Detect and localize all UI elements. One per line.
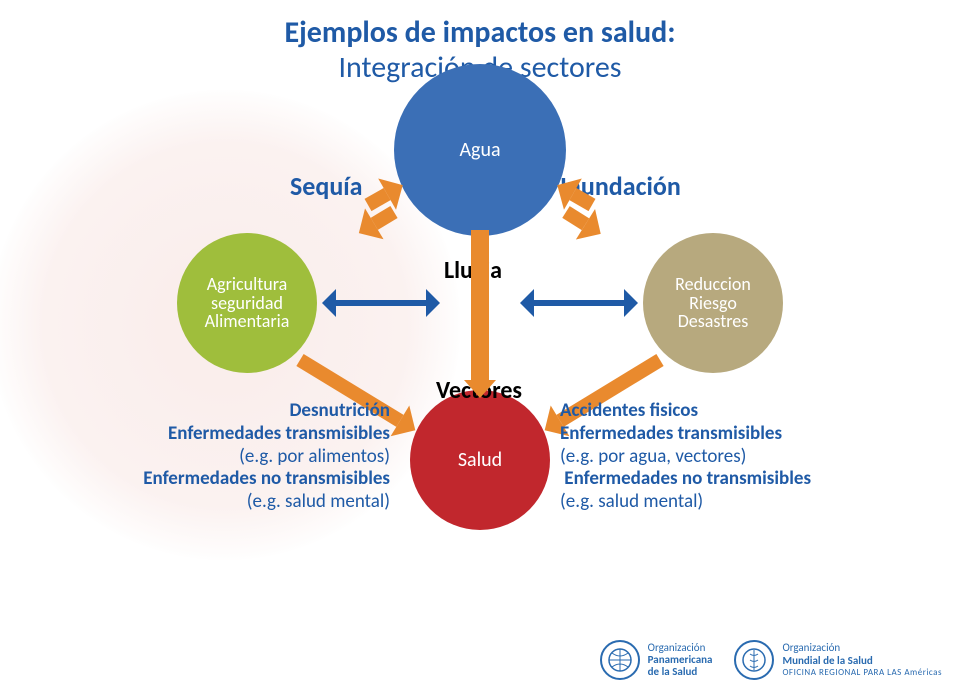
paho-line2a: Panamericana	[648, 653, 713, 666]
diagram-stage: Agua AgriculturaseguridadAlimentaria Reduc…	[0, 0, 960, 692]
list-right-item: Enfermedades no transmisibles	[560, 468, 815, 491]
who-badge-icon	[734, 640, 774, 680]
paho-line2b: de la Salud	[648, 665, 698, 678]
list-left-item: (e.g. salud mental)	[143, 491, 390, 514]
who-logo: Organización Mundial de la Salud OFICINA…	[734, 640, 942, 680]
who-text: Organización Mundial de la Salud OFICINA…	[782, 642, 942, 677]
list-left: DesnutriciónEnfermedades transmisibles(e…	[143, 400, 390, 514]
list-left-item: Desnutrición	[143, 400, 390, 423]
circle-agricultura: AgriculturaseguridadAlimentaria	[177, 233, 317, 373]
footer-logos: Organización Panamericana de la Salud Or…	[600, 640, 942, 680]
paho-text: Organización Panamericana de la Salud	[648, 642, 713, 678]
list-left-item: Enfermedades transmisibles	[143, 423, 390, 446]
paho-badge-icon	[600, 640, 640, 680]
who-line2: Mundial de la Salud	[782, 655, 942, 667]
paho-logo: Organización Panamericana de la Salud	[600, 640, 713, 680]
who-region: OFICINA REGIONAL PARA LAS Américas	[782, 668, 942, 678]
list-right-item: Enfermedades transmisibles	[560, 423, 815, 446]
list-right-item: (e.g. salud mental)	[560, 491, 815, 514]
circle-agua: Agua	[394, 64, 566, 236]
list-left-item: Enfermedades no transmisibles	[143, 468, 390, 491]
list-right-item: Accidentes fisicos	[560, 400, 815, 423]
label-sequia: Sequía	[290, 170, 363, 202]
list-left-item: (e.g. por alimentos)	[143, 446, 390, 469]
list-right: Accidentes fisicosEnfermedades transmisi…	[560, 400, 815, 514]
circle-salud: Salud	[410, 390, 550, 530]
circle-riesgo: ReduccionRiesgoDesastres	[643, 233, 783, 373]
list-right-item: (e.g. por agua, vectores)	[560, 446, 815, 469]
who-line1: Organización	[782, 642, 942, 654]
